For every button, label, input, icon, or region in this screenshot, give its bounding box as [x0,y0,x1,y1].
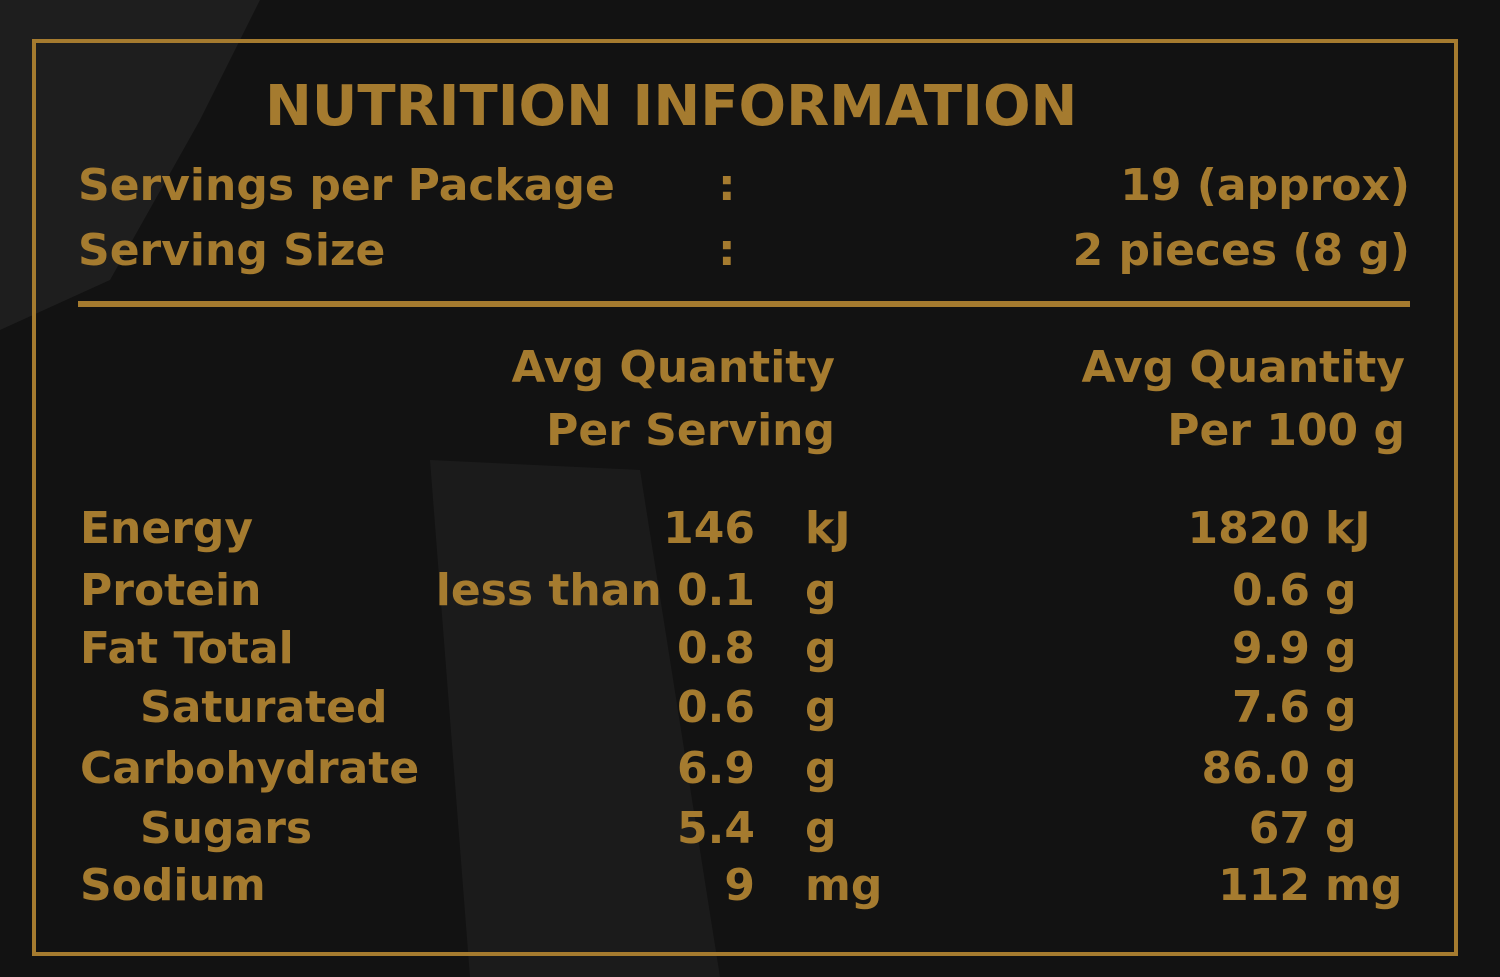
per-serving: 5.4 [677,803,755,854]
serving-label: Servings per Package [78,160,615,211]
column-header: Per 100 g [1167,405,1405,456]
border [32,39,1458,956]
nutrient: Sodium [80,860,266,911]
nutrient: Fat Total [80,623,294,674]
unit: mg [805,860,882,911]
unit: g [1325,623,1357,674]
content: Servings per Package: 19 (approx) Serving … [78,160,1410,911]
nutrient: Protein [80,565,261,616]
per-serving: 146 [663,503,755,554]
per-100g: 0.6 [1232,565,1310,616]
unit: g [1325,803,1357,854]
unit: g [1325,743,1357,794]
serving-separator: : [718,225,736,276]
unit: kJ [1325,503,1371,554]
unit: kJ [805,503,851,554]
unit: mg [1325,860,1402,911]
unit: g [1325,565,1357,616]
serving-separator: : [718,160,736,211]
serving-value: 19 (approx) [1120,160,1410,211]
per-100g: 86.0 [1201,743,1310,794]
title: NUTRITION INFORMATION [265,74,1077,139]
unit: g [805,623,837,674]
shade [430,460,720,977]
per-100g: 112 [1218,860,1310,911]
unit: g [805,565,837,616]
nutrient: Saturated [140,682,388,733]
per-100g: 9.9 [1232,623,1310,674]
nutrient: Sugars [140,803,312,854]
unit: g [805,803,837,854]
unit: g [805,682,837,733]
per-100g: 1820 [1188,503,1310,554]
serving-label: Serving Size [78,225,385,276]
per-serving: 0.8 [677,623,755,674]
serving-value: 2 pieces (8 g) [1073,225,1410,276]
per-serving: 6.9 [677,743,755,794]
per-100g: 67 [1249,803,1310,854]
per-100g: 7.6 [1232,682,1310,733]
unit: g [805,743,837,794]
column-header: Avg Quantity [511,342,835,393]
per-serving: 9 [724,860,755,911]
unit: g [1325,682,1357,733]
per-serving: 0.6 [677,682,755,733]
column-header: Per Serving [546,405,835,456]
nutrient: Energy [80,503,253,554]
column-header: Avg Quantity [1081,342,1405,393]
per-serving: less than 0.1 [436,565,755,616]
nutrient: Carbohydrate [80,743,419,794]
shade [0,0,260,330]
